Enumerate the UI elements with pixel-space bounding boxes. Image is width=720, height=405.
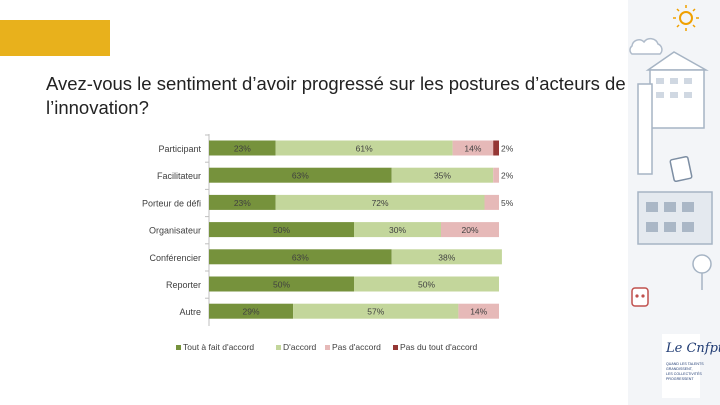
svg-text:Le Cnfpt: Le Cnfpt [665, 341, 720, 356]
sun-icon [673, 5, 699, 31]
category-label: Conférencier [149, 253, 201, 263]
cnfpt-logo: Le Cnfpt QUAND LES TALENTS GRANDISSENT, … [662, 334, 720, 398]
data-label: 23% [234, 198, 251, 208]
bar-segment [209, 249, 392, 265]
category-label: Autre [179, 307, 201, 317]
data-label: 5% [501, 198, 514, 208]
bar-segment [484, 194, 499, 210]
bar-segment [275, 140, 453, 156]
category-label: Reporter [166, 280, 201, 290]
legend-swatch [276, 345, 281, 350]
svg-text:GRANDISSENT,: GRANDISSENT, [666, 367, 693, 371]
bar-segment [293, 303, 459, 319]
data-label: 14% [470, 307, 487, 317]
legend-label: D'accord [283, 342, 317, 352]
data-label: 63% [292, 171, 309, 181]
data-label: 2% [501, 144, 514, 154]
legend-swatch [393, 345, 398, 350]
bar-segment [458, 303, 499, 319]
bar-segment [391, 167, 494, 183]
calculator-icon [669, 155, 693, 183]
legend-label: Pas du tout d'accord [400, 342, 477, 352]
bar-segment [354, 222, 441, 238]
tree-icon [692, 254, 712, 290]
sign-board-icon [637, 191, 713, 245]
data-label: 57% [367, 307, 384, 317]
bar-segment [209, 276, 354, 292]
data-label: 63% [292, 252, 309, 262]
data-label: 23% [234, 144, 251, 154]
bar-segment [493, 140, 499, 156]
legend-label: Tout à fait d'accord [183, 342, 254, 352]
category-label: Porteur de défi [142, 198, 201, 208]
svg-text:QUAND LES TALENTS: QUAND LES TALENTS [666, 362, 704, 366]
data-label: 2% [501, 171, 514, 181]
svg-text:PROGRESSENT: PROGRESSENT [666, 377, 694, 381]
data-label: 50% [418, 280, 435, 290]
bar-segment [209, 303, 294, 319]
data-label: 72% [372, 198, 389, 208]
slide-title: Avez-vous le sentiment d’avoir progressé… [46, 73, 626, 118]
category-label: Organisateur [149, 226, 201, 236]
category-label: Facilitateur [157, 171, 201, 181]
data-label: 30% [389, 225, 406, 235]
bar-segment [441, 222, 499, 238]
svg-text:LES COLLECTIVITÉS: LES COLLECTIVITÉS [666, 371, 702, 376]
bar-segment [209, 140, 276, 156]
bar-segment [354, 276, 499, 292]
bar-segment [275, 194, 485, 210]
bar-segment [209, 222, 354, 238]
side-illustration-panel: Le Cnfpt QUAND LES TALENTS GRANDISSENT, … [628, 0, 720, 405]
data-label: 50% [273, 225, 290, 235]
data-label: 50% [273, 280, 290, 290]
legend-swatch [325, 345, 330, 350]
bar-segment [209, 194, 276, 210]
bar-segment [209, 167, 392, 183]
robot-icon [631, 287, 649, 307]
bar-segment [391, 249, 502, 265]
bar-segment [452, 140, 494, 156]
legend-swatch [176, 345, 181, 350]
data-label: 20% [461, 225, 478, 235]
cloud-icon [629, 38, 663, 55]
data-label: 29% [243, 307, 260, 317]
data-label: 61% [356, 144, 373, 154]
title-accent-bar [0, 20, 110, 56]
data-label: 35% [434, 171, 451, 181]
data-label: 14% [464, 144, 481, 154]
category-label: Participant [158, 144, 201, 154]
bar-segment [493, 167, 499, 183]
legend-label: Pas d'accord [332, 342, 381, 352]
building-icon [637, 51, 709, 175]
data-label: 38% [438, 252, 455, 262]
